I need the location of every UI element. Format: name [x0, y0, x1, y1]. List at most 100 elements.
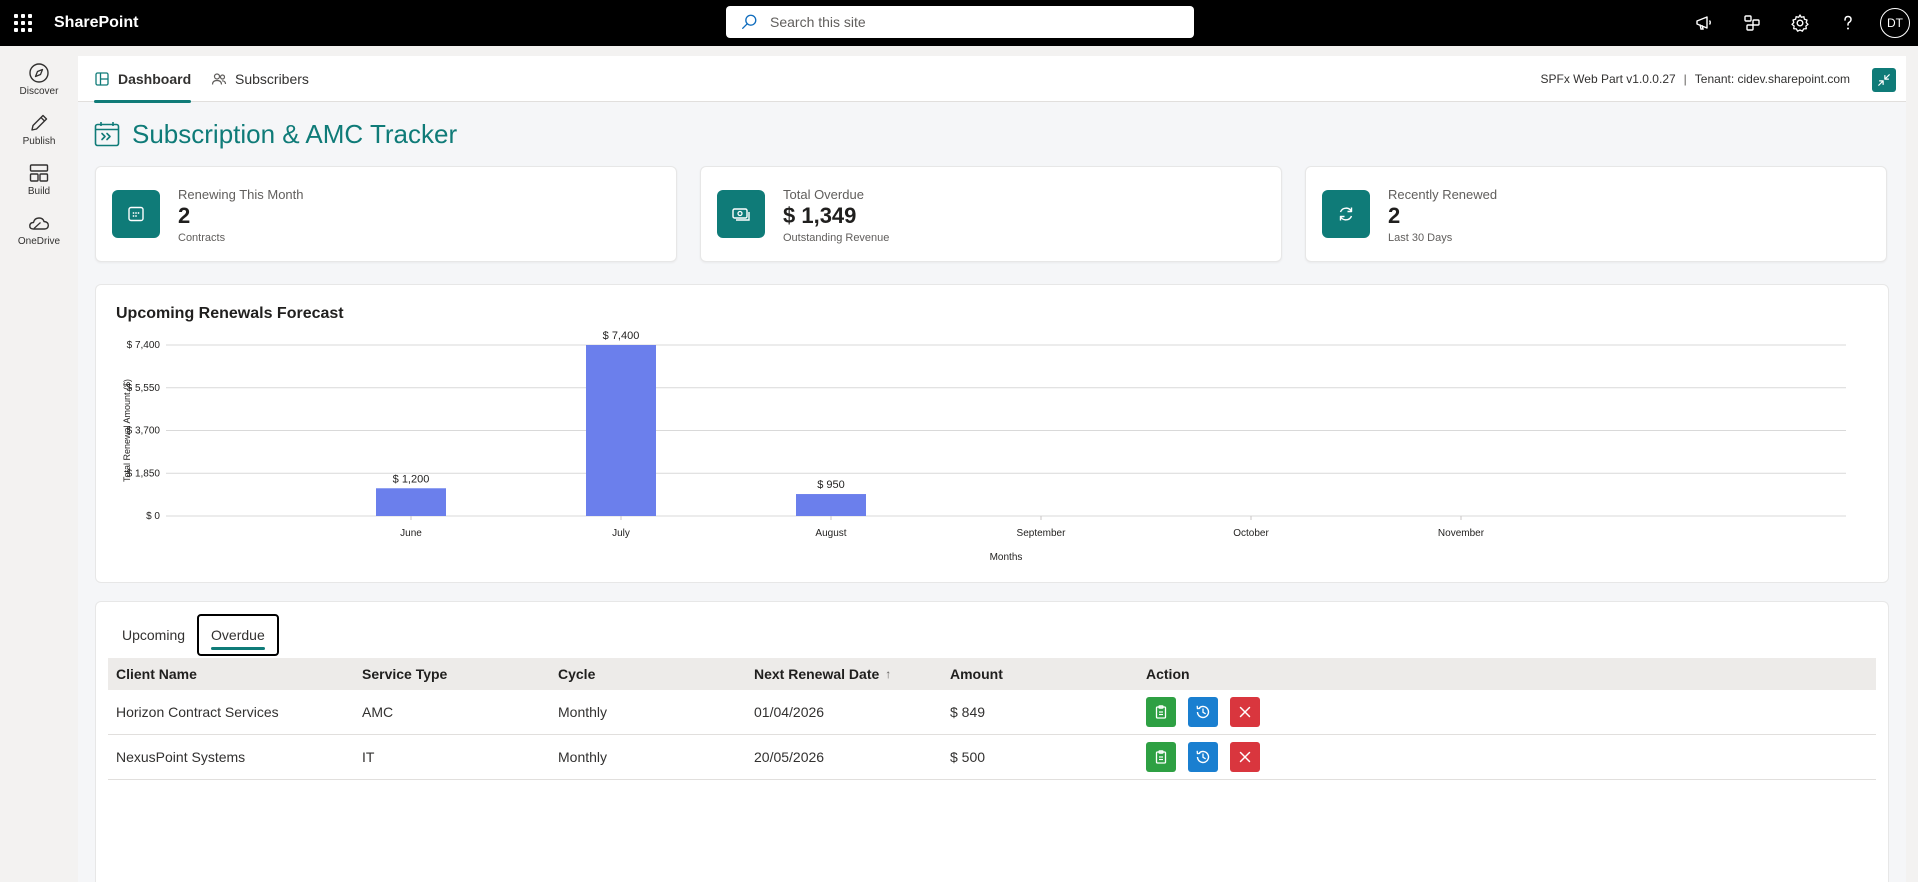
column-header-client[interactable]: Client Name	[116, 666, 197, 682]
cancel-button[interactable]	[1230, 697, 1260, 727]
suite-actions: DT	[1680, 0, 1918, 46]
cell-service: AMC	[362, 704, 394, 720]
history-icon	[1196, 750, 1210, 764]
cell-actions	[1138, 697, 1272, 727]
search-box[interactable]	[726, 6, 1194, 38]
bar	[796, 494, 866, 516]
search-icon	[742, 14, 757, 29]
tab-subscribers[interactable]: Subscribers	[211, 56, 309, 102]
refresh-icon	[1322, 190, 1370, 238]
y-tick-label: $ 5,550	[127, 383, 161, 394]
data-label: $ 1,200	[393, 473, 430, 485]
cell-client: NexusPoint Systems	[116, 749, 246, 765]
appbar-item-discover[interactable]: Discover	[0, 54, 78, 104]
network-button[interactable]	[1728, 0, 1776, 46]
tenant-label: Tenant: cidev.sharepoint.com	[1694, 72, 1850, 86]
cell-amount: $ 849	[950, 704, 986, 720]
tab-dashboard[interactable]: Dashboard	[94, 56, 192, 103]
renewals-bar-chart: $ 0 $ 1,850 $ 3,700 $ 5,550 $ 7,400 Total Ren…	[122, 330, 1846, 563]
calendar-tracker-icon	[94, 122, 120, 147]
kpi-label: Renewing This Month	[178, 187, 304, 202]
x-tick-label: June	[400, 528, 422, 539]
appbar-item-onedrive[interactable]: OneDrive	[0, 204, 78, 254]
y-axis-label: Total Renewal Amount ($)	[122, 379, 132, 482]
cell-service: IT	[362, 749, 375, 765]
web-part-panel: Dashboard Subscribers SPFx Web Part v1.0…	[78, 56, 1906, 882]
cell-date: 20/05/2026	[754, 749, 825, 765]
kpi-value: $ 1,349	[783, 203, 857, 228]
megaphone-icon	[1696, 16, 1711, 30]
column-header-action: Action	[1146, 666, 1190, 682]
tab-upcoming[interactable]: Upcoming	[122, 627, 186, 643]
column-header-service[interactable]: Service Type	[362, 666, 448, 682]
y-tick-label: $ 7,400	[127, 340, 161, 351]
settings-button[interactable]	[1776, 0, 1824, 46]
tab-overdue[interactable]: Overdue	[197, 614, 279, 656]
tenant-info: SPFx Web Part v1.0.0.27 | Tenant: cidev.sh…	[1540, 72, 1850, 86]
renewals-table: Client Name Service Type Cycle Next Rene…	[108, 658, 1876, 780]
announcements-button[interactable]	[1680, 0, 1728, 46]
tab-label: Subscribers	[235, 71, 309, 87]
kpi-label: Recently Renewed	[1388, 187, 1498, 202]
kpi-subtext: Last 30 Days	[1388, 232, 1453, 244]
data-label: $ 7,400	[603, 330, 640, 342]
build-icon	[29, 163, 49, 182]
kpi-label: Total Overdue	[783, 187, 864, 202]
history-button[interactable]	[1188, 697, 1218, 727]
cancel-button[interactable]	[1230, 742, 1260, 772]
data-label: $ 950	[817, 479, 845, 491]
x-tick-label: November	[1438, 528, 1485, 539]
appbar-item-publish[interactable]: Publish	[0, 104, 78, 154]
tab-label: Dashboard	[118, 71, 192, 87]
search-input[interactable]	[770, 14, 1170, 30]
clipboard-icon	[1155, 750, 1167, 764]
gear-icon	[1791, 14, 1809, 32]
chart-title: Upcoming Renewals Forecast	[116, 305, 344, 322]
history-icon	[1196, 705, 1210, 719]
bar	[586, 345, 656, 516]
collapse-button[interactable]	[1872, 68, 1896, 92]
help-button[interactable]	[1824, 0, 1872, 46]
kpi-card-renewed: Recently Renewed 2 Last 30 Days	[1305, 166, 1887, 262]
close-icon	[1239, 751, 1251, 763]
renew-button[interactable]	[1146, 742, 1176, 772]
sort-ascending-icon: ↑	[885, 667, 892, 681]
top-navigation: Dashboard Subscribers SPFx Web Part v1.0…	[78, 56, 1906, 103]
appbar-item-build[interactable]: Build	[0, 154, 78, 204]
page-title: Subscription & AMC Tracker	[132, 118, 458, 149]
cash-icon	[717, 190, 765, 238]
collapse-icon	[1878, 74, 1890, 86]
cloud-icon	[29, 216, 50, 230]
renew-button[interactable]	[1146, 697, 1176, 727]
cell-client: Horizon Contract Services	[116, 704, 279, 720]
history-button[interactable]	[1188, 742, 1218, 772]
compass-icon	[29, 62, 49, 83]
appbar-label: Publish	[22, 135, 56, 147]
page-header: Subscription & AMC Tracker	[94, 118, 457, 150]
column-header-amount[interactable]: Amount	[950, 666, 1003, 682]
meta-separator: |	[1683, 72, 1687, 86]
kpi-card-renewing: Renewing This Month 2 Contracts	[95, 166, 677, 262]
column-header-label: Next Renewal Date	[754, 666, 880, 682]
people-icon	[211, 73, 227, 85]
column-header-date[interactable]: Next Renewal Date ↑	[746, 666, 942, 682]
clipboard-icon	[1155, 705, 1167, 719]
close-icon	[1239, 706, 1251, 718]
calendar-icon	[112, 190, 160, 238]
cell-cycle: Monthly	[558, 704, 608, 720]
table-row: Horizon Contract Services AMC Monthly 01…	[108, 690, 1876, 735]
main-canvas: Dashboard Subscribers SPFx Web Part v1.0…	[78, 56, 1918, 882]
avatar[interactable]: DT	[1880, 8, 1910, 38]
version-label: SPFx Web Part v1.0.0.27	[1540, 72, 1676, 86]
column-header-cycle[interactable]: Cycle	[558, 666, 596, 682]
kpi-subtext: Contracts	[178, 232, 226, 244]
appbar-label: Discover	[19, 85, 59, 97]
brand-name[interactable]: SharePoint	[54, 14, 139, 31]
appbar-label: Build	[27, 185, 51, 197]
app-launcher-button[interactable]	[0, 0, 46, 46]
waffle-icon	[14, 14, 32, 32]
table-tabs: Upcoming Overdue	[110, 614, 279, 656]
x-tick-label: October	[1233, 528, 1269, 539]
x-axis-label: Months	[990, 552, 1023, 563]
suite-bar: SharePoint DT	[0, 0, 1918, 46]
